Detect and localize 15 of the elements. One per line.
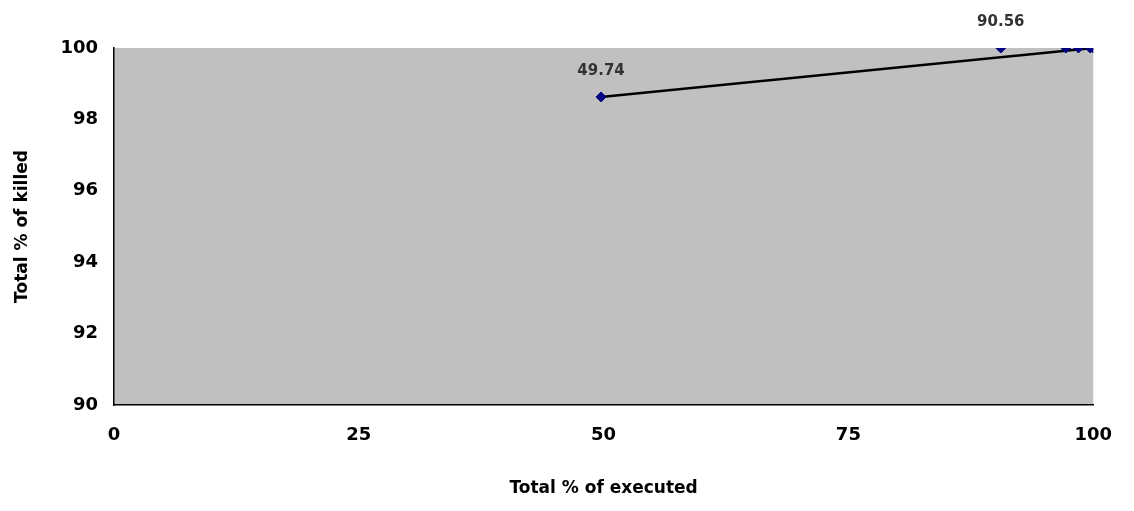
y-tick-label: 96 xyxy=(72,178,98,200)
annotation: 49.74 xyxy=(577,61,625,80)
x-tick-label: 75 xyxy=(835,423,861,445)
x-tick-label: 50 xyxy=(591,423,617,445)
y-tick-label: 90 xyxy=(72,392,98,414)
x-tick-label: 100 xyxy=(1074,423,1112,445)
x-axis-title: Total % of executed xyxy=(509,477,698,498)
y-axis-title: Total % of killed xyxy=(10,150,31,303)
annotation: 90.56 xyxy=(977,12,1025,31)
y-tick-label: 94 xyxy=(72,249,98,271)
y-tick-label: 98 xyxy=(72,107,98,129)
y-tick-label: 92 xyxy=(72,321,98,343)
y-tick-label: 100 xyxy=(60,35,98,57)
x-tick-label: 25 xyxy=(346,423,372,445)
x-tick-label: 0 xyxy=(107,423,121,445)
